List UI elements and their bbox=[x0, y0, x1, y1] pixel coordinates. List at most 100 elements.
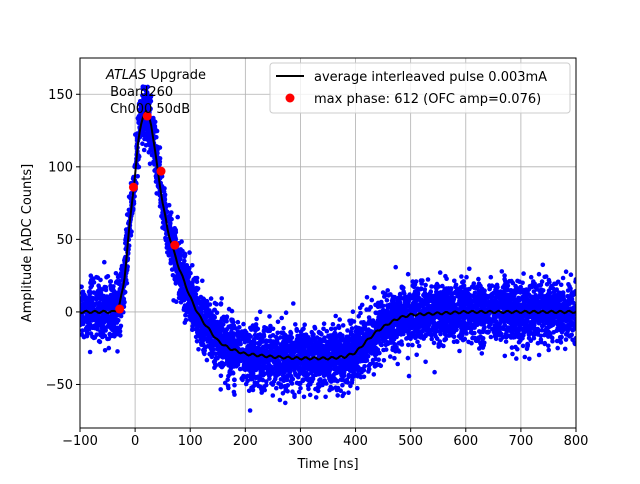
data-point bbox=[284, 310, 289, 315]
data-point bbox=[435, 336, 440, 341]
data-point bbox=[379, 364, 384, 369]
data-point bbox=[179, 239, 184, 244]
data-point bbox=[278, 335, 283, 340]
data-point bbox=[211, 347, 216, 352]
data-point bbox=[461, 279, 466, 284]
data-point bbox=[537, 272, 542, 277]
data-point bbox=[518, 326, 523, 331]
data-point bbox=[564, 337, 569, 342]
data-point bbox=[88, 350, 93, 355]
data-point bbox=[205, 358, 210, 363]
data-point bbox=[271, 382, 276, 387]
data-point bbox=[105, 337, 110, 342]
data-point bbox=[115, 318, 120, 323]
data-point bbox=[88, 285, 93, 290]
data-point bbox=[432, 320, 437, 325]
data-point bbox=[314, 395, 319, 400]
data-point bbox=[426, 277, 431, 282]
data-point bbox=[382, 358, 387, 363]
data-point bbox=[540, 324, 545, 329]
data-point bbox=[551, 330, 556, 335]
data-point bbox=[281, 391, 286, 396]
data-point bbox=[397, 349, 402, 354]
data-point bbox=[288, 330, 293, 335]
data-point bbox=[393, 265, 398, 270]
data-point bbox=[536, 341, 541, 346]
data-point bbox=[407, 374, 412, 379]
data-point bbox=[414, 279, 419, 284]
data-point bbox=[530, 301, 535, 306]
data-point bbox=[434, 290, 439, 295]
data-point bbox=[200, 279, 205, 284]
data-point bbox=[536, 283, 541, 288]
data-point bbox=[385, 298, 390, 303]
data-point bbox=[568, 324, 573, 329]
data-point bbox=[291, 301, 296, 306]
data-point bbox=[199, 335, 204, 340]
data-point bbox=[350, 378, 355, 383]
data-point bbox=[525, 342, 530, 347]
data-point bbox=[297, 390, 302, 395]
data-point bbox=[472, 331, 477, 336]
data-point bbox=[414, 353, 419, 358]
data-point bbox=[365, 295, 370, 300]
data-point bbox=[310, 333, 315, 338]
data-point bbox=[423, 360, 428, 365]
data-point bbox=[513, 345, 518, 350]
data-point bbox=[470, 336, 475, 341]
data-point bbox=[104, 275, 109, 280]
data-point bbox=[568, 319, 573, 324]
data-point bbox=[540, 279, 545, 284]
data-point bbox=[521, 344, 526, 349]
data-point bbox=[214, 356, 219, 361]
data-point bbox=[163, 197, 168, 202]
data-point bbox=[212, 308, 217, 313]
data-point bbox=[514, 289, 519, 294]
data-point bbox=[522, 330, 527, 335]
data-point bbox=[245, 379, 250, 384]
data-point bbox=[564, 269, 569, 274]
data-point bbox=[258, 384, 263, 389]
data-point bbox=[212, 365, 217, 370]
data-point bbox=[140, 141, 145, 146]
data-point bbox=[555, 339, 560, 344]
data-point bbox=[196, 347, 201, 352]
data-point bbox=[232, 378, 237, 383]
data-point bbox=[388, 354, 393, 359]
data-point bbox=[264, 379, 269, 384]
data-point bbox=[365, 358, 370, 363]
data-point bbox=[504, 339, 509, 344]
data-point bbox=[546, 348, 551, 353]
data-point bbox=[569, 272, 574, 277]
data-point bbox=[271, 393, 276, 398]
data-point bbox=[308, 393, 313, 398]
data-point bbox=[355, 386, 360, 391]
data-point bbox=[465, 292, 470, 297]
data-point bbox=[174, 299, 179, 304]
data-point bbox=[533, 293, 538, 298]
data-point bbox=[503, 354, 508, 359]
data-point bbox=[312, 325, 317, 330]
data-point bbox=[333, 314, 338, 319]
data-point bbox=[523, 355, 528, 360]
data-point bbox=[367, 364, 372, 369]
data-point bbox=[351, 309, 356, 314]
data-point bbox=[417, 344, 422, 349]
data-point bbox=[500, 269, 505, 274]
data-point bbox=[476, 277, 481, 282]
data-point bbox=[350, 326, 355, 331]
data-point bbox=[478, 330, 483, 335]
data-point bbox=[232, 390, 237, 395]
data-point bbox=[410, 343, 415, 348]
data-point bbox=[550, 336, 555, 341]
data-point bbox=[374, 311, 379, 316]
data-point bbox=[406, 272, 411, 277]
data-point bbox=[456, 294, 461, 299]
data-point bbox=[487, 283, 492, 288]
data-point bbox=[484, 315, 489, 320]
data-point bbox=[362, 364, 367, 369]
data-point bbox=[288, 370, 293, 375]
data-point bbox=[102, 260, 107, 265]
data-point bbox=[435, 282, 440, 287]
